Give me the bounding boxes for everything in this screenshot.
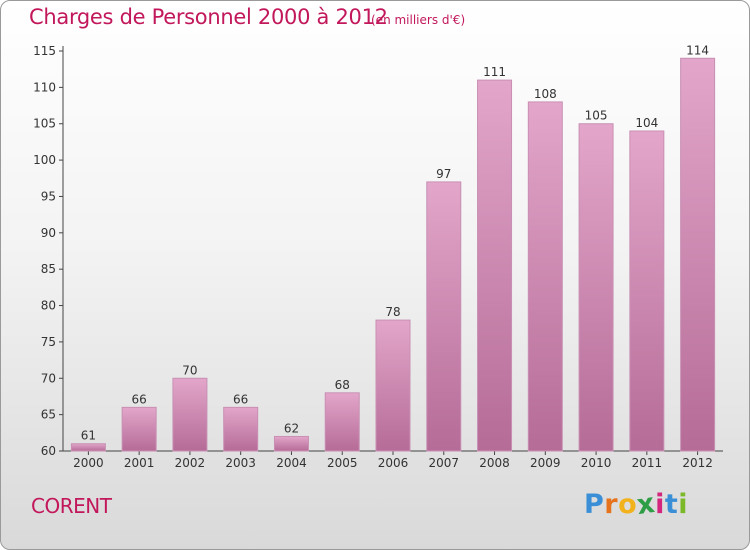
bar-2006 [375,319,411,452]
data-label: 68 [335,378,350,392]
data-label: 70 [182,363,197,377]
logo-letter: i [655,489,665,520]
data-label: 97 [436,167,451,181]
data-label: 61 [81,429,96,443]
bar-2008 [477,79,513,452]
bar-2010 [578,123,614,452]
data-label: 105 [585,109,608,123]
data-label: 62 [284,421,299,435]
bar-2000 [70,443,106,452]
logo-letter: i [678,489,689,520]
logo-letter: P [584,489,605,520]
bar-2004 [273,435,309,452]
bar-2002 [172,377,208,452]
y-tick-label: 95 [41,189,56,203]
data-label: 104 [635,116,658,130]
data-label: 114 [686,43,709,57]
chart-bars [70,57,716,452]
x-tick-label: 2007 [428,456,459,470]
x-tick-label: 2006 [378,456,409,470]
logo-letter: r [604,489,619,520]
data-label: 66 [233,392,248,406]
x-tick-label: 2008 [479,456,510,470]
x-tick-label: 2012 [682,456,713,470]
x-tick-label: 2009 [530,456,561,470]
data-label: 78 [385,305,400,319]
x-tick-label: 2010 [581,456,612,470]
chart-labels: 2000 61 2001 66 2002 70 2003 66 2004 62 2005 68 2006… [73,43,713,470]
chart-title: Charges de Personnel 2000 à 2012 [29,5,388,29]
y-tick-label: 85 [41,262,56,276]
y-tick-label: 75 [41,335,56,349]
bar-2012 [680,57,716,452]
x-tick-label: 2000 [73,456,104,470]
logo-letter: o [618,489,638,520]
chart-subtitle: (en milliers d'€) [371,13,466,27]
data-label: 108 [534,87,557,101]
chart-axes: 60 65 70 75 80 85 90 95 100 105 110 115 [33,44,723,458]
x-tick-label: 2004 [276,456,307,470]
bar-2003 [223,406,259,452]
data-label: 111 [483,65,506,79]
y-tick-label: 65 [41,408,56,422]
y-tick-label: 80 [41,299,56,313]
x-tick-label: 2001 [124,456,155,470]
x-tick-label: 2011 [632,456,663,470]
x-tick-label: 2002 [175,456,206,470]
bar-2009 [527,101,563,452]
y-tick-label: 110 [33,80,56,94]
proxiti-logo[interactable]: Proxiti [584,487,689,522]
y-tick-label: 105 [33,117,56,131]
data-label: 66 [132,392,147,406]
y-tick-label: 100 [33,153,56,167]
x-tick-label: 2003 [225,456,256,470]
y-tick-label: 115 [33,44,56,58]
commune-name: CORENT [31,494,112,518]
y-tick-label: 70 [41,371,56,385]
bar-2007 [426,181,462,452]
x-tick-label: 2005 [327,456,358,470]
bar-2001 [121,406,157,452]
bar-2005 [324,392,360,452]
y-tick-label: 60 [41,444,56,458]
logo-letter: t [664,489,679,520]
logo-letter: x [635,487,658,522]
y-tick-label: 90 [41,226,56,240]
bar-2011 [629,130,665,452]
